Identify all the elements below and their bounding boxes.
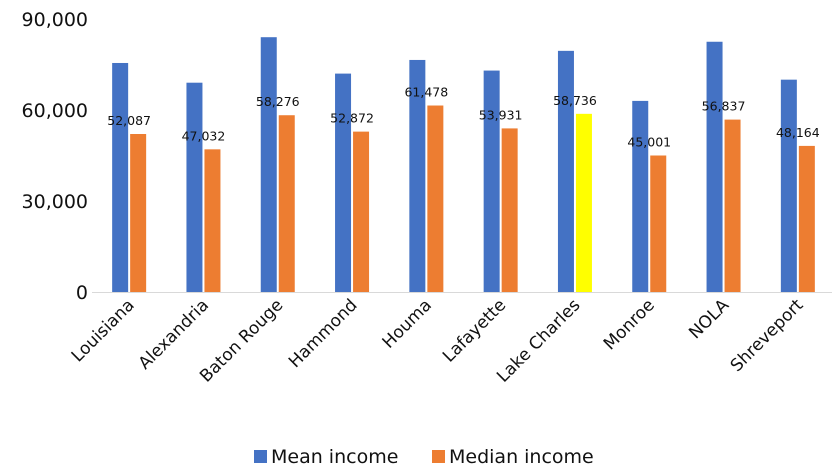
bar-median-income bbox=[427, 105, 444, 293]
bar-median-income bbox=[130, 134, 147, 292]
bar-mean-income bbox=[780, 79, 797, 293]
x-tick-label: Houma bbox=[379, 295, 436, 352]
bar-mean-income bbox=[632, 100, 649, 293]
bar-median-income bbox=[278, 115, 295, 293]
bar-median-income bbox=[204, 149, 221, 292]
bar-mean-income bbox=[186, 82, 203, 292]
data-label-median: 48,164 bbox=[776, 125, 820, 140]
x-tick-label: Louisiana bbox=[68, 295, 139, 366]
legend-label: Median income bbox=[449, 446, 594, 468]
bar-median-income bbox=[798, 145, 815, 292]
bar-median-income bbox=[501, 128, 518, 292]
data-label-median: 53,931 bbox=[479, 107, 523, 122]
bar-median-income bbox=[575, 113, 592, 292]
x-tick-label: Monroe bbox=[600, 295, 659, 354]
data-label-median: 52,872 bbox=[330, 111, 374, 126]
y-tick-label: 30,000 bbox=[22, 191, 88, 213]
data-label-median: 45,001 bbox=[627, 134, 671, 149]
data-label-median: 56,837 bbox=[702, 99, 746, 114]
x-tick-label: NOLA bbox=[685, 295, 733, 343]
bar-median-income bbox=[724, 119, 741, 292]
x-tick-label: Alexandria bbox=[135, 295, 213, 373]
bar-mean-income bbox=[335, 73, 352, 292]
legend-swatch bbox=[432, 450, 445, 463]
bar-mean-income bbox=[706, 41, 723, 292]
bar-mean-income bbox=[557, 50, 574, 292]
data-label-median: 52,087 bbox=[107, 113, 151, 128]
data-label-median: 47,032 bbox=[182, 128, 226, 143]
bar-mean-income bbox=[112, 62, 129, 292]
x-tick-label: Hammond bbox=[285, 295, 362, 372]
x-tick-label: Lafayette bbox=[439, 295, 510, 366]
bar-mean-income bbox=[483, 70, 500, 292]
bar-median-income bbox=[353, 131, 370, 292]
data-label-median: 61,478 bbox=[404, 85, 448, 100]
bar-mean-income bbox=[409, 59, 426, 293]
legend-label: Mean income bbox=[271, 446, 398, 468]
y-axis: 0 30,000 60,000 90,000 bbox=[22, 9, 88, 304]
bar-median-income bbox=[650, 155, 667, 292]
data-label-median: 58,736 bbox=[553, 93, 597, 108]
legend-swatch bbox=[254, 450, 267, 463]
y-tick-label: 0 bbox=[76, 282, 88, 304]
y-tick-label: 60,000 bbox=[22, 100, 88, 122]
bar-mean-income bbox=[260, 37, 277, 293]
legend: Mean income Median income bbox=[254, 446, 594, 468]
plot-area: 52,087 47,032 58,276 52,872 61,478 53,931 58,7… bbox=[92, 37, 832, 293]
x-tick-label: Shreveport bbox=[727, 295, 808, 376]
data-label-median: 58,276 bbox=[256, 94, 300, 109]
y-tick-label: 90,000 bbox=[22, 9, 88, 31]
